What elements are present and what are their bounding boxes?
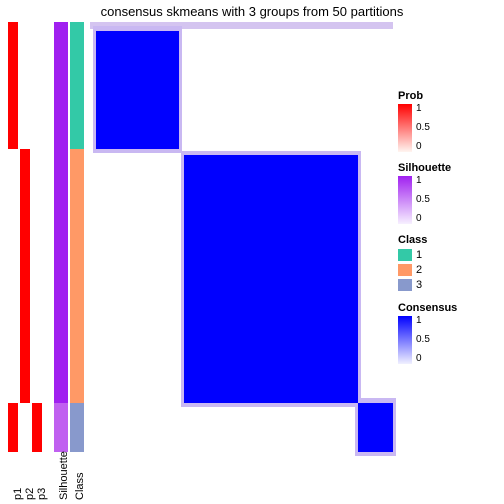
consensus-heatmap: [90, 22, 393, 452]
track-silhouette: [54, 22, 68, 452]
legend-tick: 0: [416, 214, 422, 224]
legend-gradient: [398, 104, 412, 152]
track-segment: [8, 403, 18, 452]
track-axis-labels: p1p2p3SilhouetteClass: [8, 456, 88, 502]
legend-class: Class 1 2 3: [398, 234, 498, 292]
heatmap-block: [358, 403, 393, 452]
legend-silhouette: Silhouette 1 0.5 0: [398, 162, 498, 224]
legend-consensus: Consensus 1 0.5 0: [398, 302, 498, 364]
track-segment: [54, 403, 68, 452]
legend-item: 2: [398, 263, 498, 277]
axis-label-class: Class: [74, 472, 86, 500]
legend-title: Consensus: [398, 302, 498, 314]
legend-swatch: [398, 264, 412, 276]
legend-item-label: 1: [416, 249, 422, 261]
axis-label-silhouette: Silhouette: [58, 451, 70, 500]
track-segment: [8, 149, 18, 403]
legend-prob: Prob 1 0.5 0: [398, 90, 498, 152]
legend-swatch: [398, 279, 412, 291]
legend-gradient: [398, 176, 412, 224]
axis-label-p2: p2: [24, 488, 36, 500]
legend-tick: 1: [416, 176, 422, 186]
annotation-tracks: [8, 22, 84, 452]
legends: Prob 1 0.5 0 Silhouette 1 0.5 0 Class 1 2 3 Consensu…: [398, 90, 498, 374]
legend-item: 3: [398, 278, 498, 292]
track-segment: [20, 149, 30, 403]
track-segment: [8, 22, 18, 149]
legend-gradient: [398, 316, 412, 364]
legend-tick: 0: [416, 142, 422, 152]
legend-tick: 0.5: [416, 123, 430, 133]
legend-tick: 0.5: [416, 335, 430, 345]
legend-tick: 1: [416, 104, 422, 114]
track-segment: [54, 22, 68, 403]
track-segment: [20, 22, 30, 31]
heatmap-block: [184, 155, 358, 402]
legend-swatch: [398, 249, 412, 261]
plot-title: consensus skmeans with 3 groups from 50 …: [0, 4, 504, 19]
track-segment: [70, 149, 84, 403]
axis-label-p1: p1: [12, 488, 24, 500]
heatmap-block: [96, 31, 179, 149]
track-segment: [70, 403, 84, 452]
track-class: [70, 22, 84, 452]
legend-item-label: 2: [416, 264, 422, 276]
legend-tick: 1: [416, 316, 422, 326]
legend-tick: 0.5: [416, 195, 430, 205]
legend-title: Class: [398, 234, 498, 246]
track-segment: [32, 403, 42, 452]
track-p1: [8, 22, 18, 452]
track-segment: [32, 22, 42, 403]
legend-title: Silhouette: [398, 162, 498, 174]
track-p2: [20, 22, 30, 452]
legend-item-label: 3: [416, 279, 422, 291]
track-segment: [20, 31, 30, 149]
legend-tick: 0: [416, 354, 422, 364]
legend-item: 1: [398, 248, 498, 262]
axis-label-p3: p3: [36, 488, 48, 500]
track-p3: [32, 22, 42, 452]
plot-area: [8, 22, 393, 452]
legend-title: Prob: [398, 90, 498, 102]
track-segment: [20, 403, 30, 452]
track-segment: [70, 22, 84, 149]
